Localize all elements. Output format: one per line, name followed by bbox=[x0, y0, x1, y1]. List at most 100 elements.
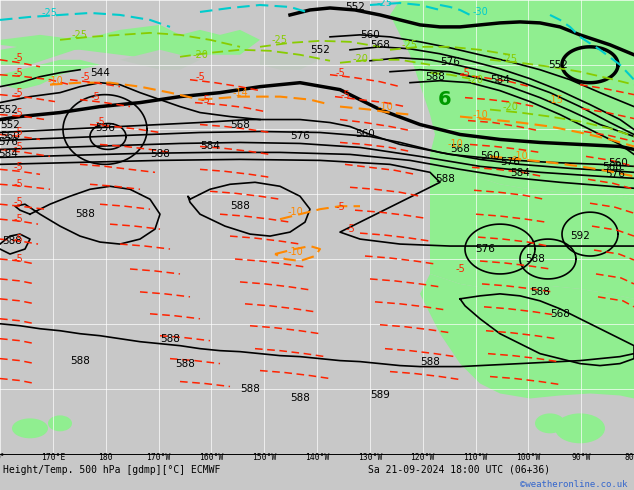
Text: 588: 588 bbox=[70, 356, 90, 366]
Text: -25: -25 bbox=[377, 0, 393, 8]
Text: 588: 588 bbox=[530, 287, 550, 297]
Text: -10: -10 bbox=[287, 247, 303, 257]
Text: 110°W: 110°W bbox=[463, 453, 488, 462]
Text: Height/Temp. 500 hPa [gdmp][°C] ECMWF: Height/Temp. 500 hPa [gdmp][°C] ECMWF bbox=[3, 465, 221, 474]
Text: 588: 588 bbox=[75, 209, 95, 219]
Polygon shape bbox=[500, 0, 634, 15]
Text: -5: -5 bbox=[13, 108, 23, 118]
Text: 160°W: 160°W bbox=[199, 453, 224, 462]
Text: 576: 576 bbox=[440, 57, 460, 67]
Text: -5: -5 bbox=[13, 197, 23, 207]
Text: 130°W: 130°W bbox=[358, 453, 382, 462]
Text: -5: -5 bbox=[340, 90, 350, 99]
Text: 568: 568 bbox=[230, 120, 250, 129]
Text: 150°W: 150°W bbox=[252, 453, 276, 462]
Text: -5: -5 bbox=[455, 264, 465, 274]
Text: 180: 180 bbox=[98, 453, 113, 462]
Text: 0°: 0° bbox=[0, 453, 5, 462]
Text: 560: 560 bbox=[355, 129, 375, 140]
Text: -25: -25 bbox=[42, 8, 58, 18]
Text: -5: -5 bbox=[95, 117, 105, 126]
Text: 560: 560 bbox=[0, 131, 20, 142]
Text: -20: -20 bbox=[467, 74, 483, 85]
Text: 588: 588 bbox=[290, 393, 310, 403]
Text: 170°W: 170°W bbox=[146, 453, 171, 462]
Text: 90°W: 90°W bbox=[571, 453, 591, 462]
Text: -5: -5 bbox=[345, 224, 355, 234]
Text: 588: 588 bbox=[240, 384, 260, 393]
Polygon shape bbox=[390, 0, 634, 199]
Text: -20: -20 bbox=[502, 101, 518, 112]
Text: -5: -5 bbox=[13, 254, 23, 264]
Text: -5: -5 bbox=[13, 53, 23, 63]
Text: -5: -5 bbox=[195, 72, 205, 82]
Polygon shape bbox=[390, 0, 634, 35]
Text: 170°E: 170°E bbox=[41, 453, 65, 462]
Text: 584: 584 bbox=[200, 142, 220, 151]
Text: -10: -10 bbox=[47, 75, 63, 86]
Text: 568: 568 bbox=[602, 162, 622, 172]
Text: -10: -10 bbox=[377, 101, 393, 112]
Text: -15: -15 bbox=[547, 95, 563, 105]
Text: -25: -25 bbox=[402, 40, 418, 50]
Text: 588: 588 bbox=[525, 254, 545, 264]
Text: 584: 584 bbox=[490, 74, 510, 85]
Text: 592: 592 bbox=[570, 231, 590, 241]
Text: 589: 589 bbox=[370, 391, 390, 400]
Text: 588: 588 bbox=[425, 72, 445, 82]
Text: -5: -5 bbox=[13, 179, 23, 189]
Text: 588: 588 bbox=[420, 357, 440, 367]
Text: -25: -25 bbox=[72, 30, 88, 40]
Text: 588: 588 bbox=[435, 174, 455, 184]
Polygon shape bbox=[0, 60, 100, 90]
Text: -5: -5 bbox=[13, 162, 23, 172]
Text: -5: -5 bbox=[13, 143, 23, 152]
Polygon shape bbox=[0, 25, 260, 60]
Text: -5: -5 bbox=[90, 92, 100, 101]
Polygon shape bbox=[430, 154, 634, 299]
Text: 576: 576 bbox=[290, 131, 310, 142]
Polygon shape bbox=[120, 50, 200, 70]
Text: -5: -5 bbox=[13, 88, 23, 98]
Text: 552: 552 bbox=[0, 104, 18, 115]
Text: -5: -5 bbox=[200, 95, 210, 105]
Text: 536: 536 bbox=[95, 122, 115, 132]
Ellipse shape bbox=[555, 414, 605, 443]
Text: -5: -5 bbox=[80, 72, 90, 82]
Text: -25: -25 bbox=[502, 54, 518, 64]
Text: 544: 544 bbox=[90, 68, 110, 78]
Text: -5: -5 bbox=[13, 127, 23, 138]
Text: -5: -5 bbox=[335, 202, 345, 212]
Ellipse shape bbox=[48, 416, 72, 431]
Text: 576: 576 bbox=[475, 244, 495, 254]
Text: 6: 6 bbox=[438, 90, 452, 109]
Text: 588: 588 bbox=[160, 334, 180, 343]
Polygon shape bbox=[0, 35, 100, 65]
Text: ©weatheronline.co.uk: ©weatheronline.co.uk bbox=[520, 480, 628, 489]
Text: 584: 584 bbox=[510, 169, 530, 178]
Text: 560: 560 bbox=[480, 151, 500, 161]
Text: 588: 588 bbox=[230, 201, 250, 211]
Text: 120°W: 120°W bbox=[410, 453, 435, 462]
Text: 552: 552 bbox=[548, 60, 568, 70]
Text: 560: 560 bbox=[360, 30, 380, 40]
Text: 552: 552 bbox=[345, 2, 365, 12]
Text: -5: -5 bbox=[335, 68, 345, 78]
Text: -10: -10 bbox=[512, 151, 528, 161]
Text: 588: 588 bbox=[150, 149, 170, 159]
Ellipse shape bbox=[535, 414, 565, 433]
Text: -20: -20 bbox=[352, 54, 368, 64]
Text: 140°W: 140°W bbox=[305, 453, 329, 462]
Text: -10: -10 bbox=[287, 207, 303, 217]
Text: 576: 576 bbox=[0, 138, 18, 147]
Text: 552: 552 bbox=[310, 45, 330, 55]
Ellipse shape bbox=[12, 418, 48, 439]
Text: -30: -30 bbox=[472, 7, 488, 17]
Text: 576: 576 bbox=[500, 157, 520, 168]
Text: 568: 568 bbox=[550, 309, 570, 319]
Text: -10: -10 bbox=[472, 110, 488, 120]
Text: -20: -20 bbox=[192, 50, 208, 60]
Text: 588: 588 bbox=[175, 359, 195, 368]
Text: Sa 21-09-2024 18:00 UTC (06+36): Sa 21-09-2024 18:00 UTC (06+36) bbox=[368, 465, 550, 474]
Text: -5: -5 bbox=[13, 234, 23, 244]
